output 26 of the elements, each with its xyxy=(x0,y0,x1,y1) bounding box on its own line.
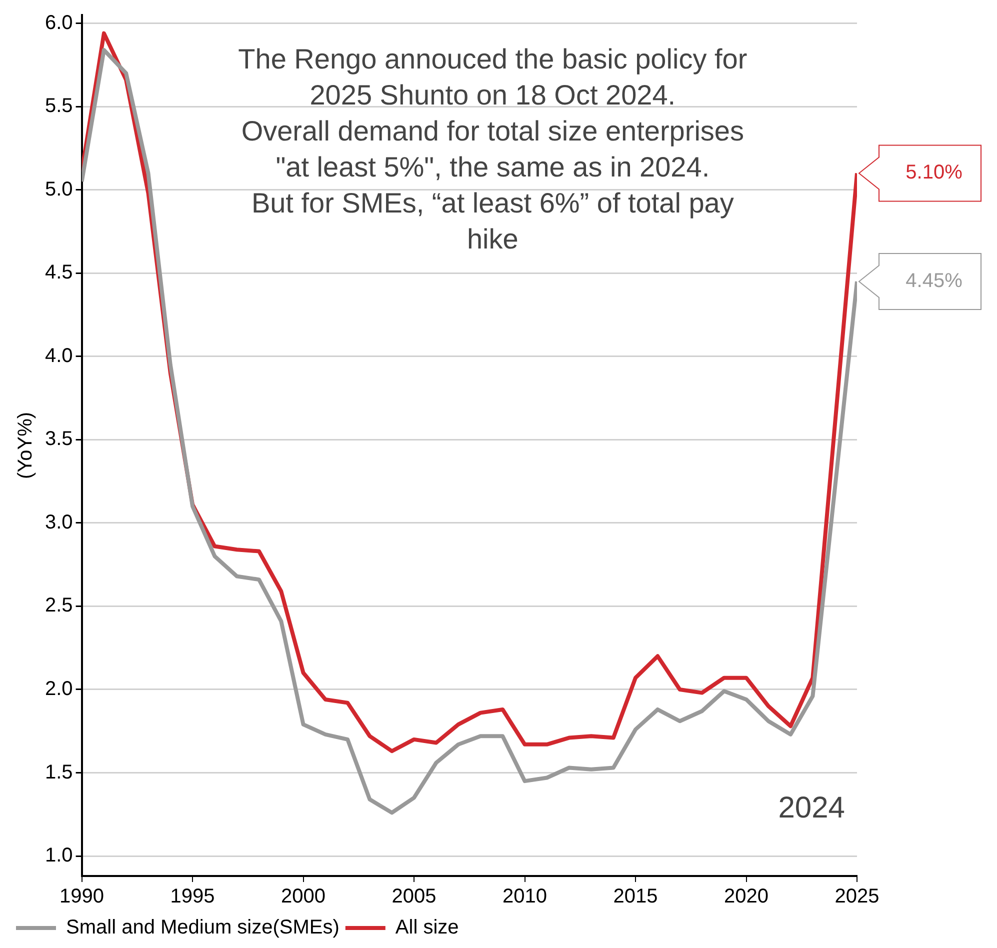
y-axis-title: (YoY%) xyxy=(14,412,37,480)
x-tick-label: 1995 xyxy=(170,886,215,908)
y-tick-label: 2.0 xyxy=(44,678,73,700)
y-tick-label: 5.5 xyxy=(44,95,73,118)
y-tick-label: 4.5 xyxy=(44,262,73,284)
y-tick-label: 4.0 xyxy=(44,344,73,367)
annotation: 2024 xyxy=(778,791,845,824)
y-tick-label: 5.0 xyxy=(44,178,73,200)
y-tick-label: 3.5 xyxy=(44,428,73,450)
annotation: 4.45% xyxy=(906,270,963,292)
y-tick-label: 3.0 xyxy=(44,511,73,534)
legend-label: All size xyxy=(395,916,459,939)
x-tick-label: 2000 xyxy=(281,886,326,908)
y-tick-label: 1.0 xyxy=(44,844,73,867)
x-tick-label: 2010 xyxy=(502,886,548,908)
y-tick-label: 6.0 xyxy=(44,12,73,34)
legend-label: Small and Medium size(SMEs) xyxy=(66,916,340,939)
x-tick-label: 2025 xyxy=(834,886,880,908)
annotation: The Rengo annouced the basic policy for 2025 Shunto on 18 Oct 2024. Overall demand for total size enterprises "at least 5%", the same as in 2024. But for SMEs, “at least 6%” of total pay hike xyxy=(238,44,748,255)
x-tick-label: 1990 xyxy=(60,886,104,908)
x-tick-label: 2015 xyxy=(613,886,658,908)
y-tick-label: 1.5 xyxy=(44,761,73,784)
x-tick-label: 2005 xyxy=(392,886,436,908)
y-tick-label: 2.5 xyxy=(44,594,73,617)
annotation: 5.10% xyxy=(906,162,963,184)
x-tick-label: 2020 xyxy=(724,886,769,908)
